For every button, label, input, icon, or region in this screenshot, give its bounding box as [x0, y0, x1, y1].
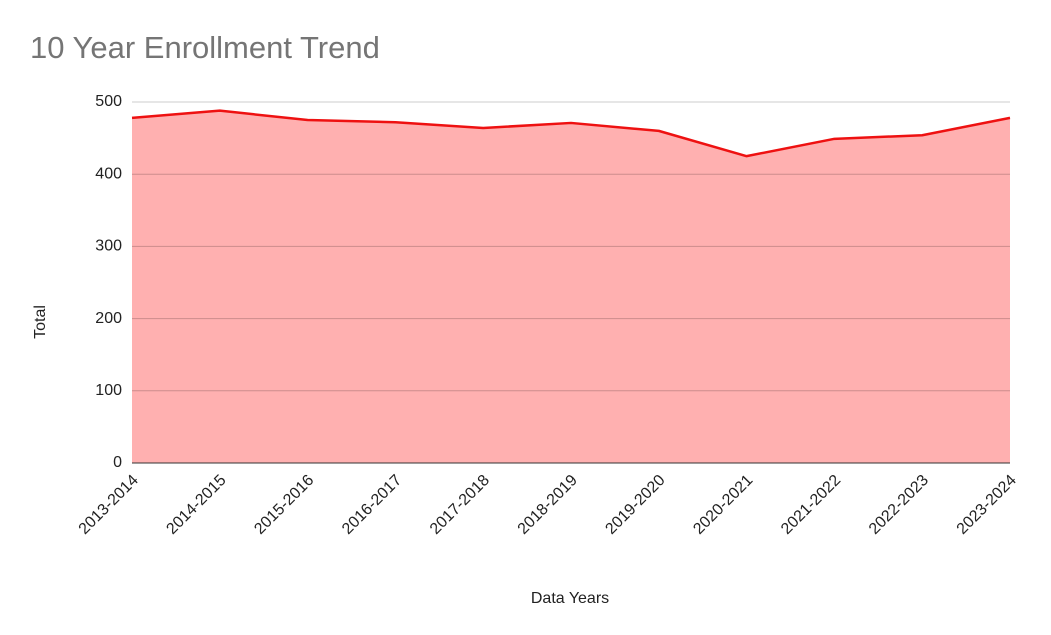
x-axis-label: Data Years	[531, 590, 609, 607]
y-tick-label: 100	[95, 382, 122, 399]
y-tick-label: 500	[95, 93, 122, 110]
y-axis-label: Total	[32, 305, 49, 339]
y-tick-label: 0	[113, 454, 122, 471]
y-tick-label: 300	[95, 238, 122, 255]
y-tick-label: 200	[95, 310, 122, 327]
area-fill	[132, 110, 1010, 463]
area-line	[131, 109, 1011, 158]
chart-title: 10 Year Enrollment Trend	[30, 30, 380, 65]
y-tick-label: 400	[95, 165, 122, 182]
